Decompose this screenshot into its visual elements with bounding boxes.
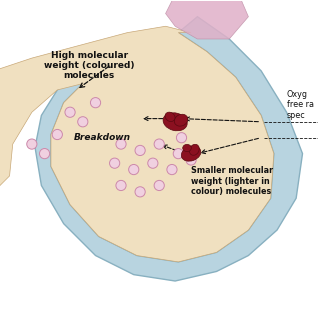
- Circle shape: [135, 145, 145, 156]
- Ellipse shape: [189, 144, 199, 155]
- Ellipse shape: [174, 114, 188, 126]
- Ellipse shape: [181, 146, 201, 161]
- Polygon shape: [165, 0, 248, 39]
- Circle shape: [173, 148, 183, 159]
- Circle shape: [154, 139, 164, 149]
- Ellipse shape: [163, 113, 187, 131]
- Text: High molecular
weight (coloured)
molecules: High molecular weight (coloured) molecul…: [44, 51, 134, 80]
- Polygon shape: [0, 26, 274, 262]
- Text: Smaller molecular
weight (lighter in
colour) molecules: Smaller molecular weight (lighter in col…: [191, 166, 273, 196]
- Polygon shape: [35, 17, 302, 281]
- Circle shape: [154, 180, 164, 191]
- Circle shape: [167, 164, 177, 175]
- Ellipse shape: [165, 112, 175, 122]
- Circle shape: [109, 158, 120, 168]
- Text: Oxyg
free ra
spec: Oxyg free ra spec: [287, 90, 314, 120]
- Circle shape: [52, 129, 62, 140]
- Ellipse shape: [183, 144, 191, 152]
- Circle shape: [78, 117, 88, 127]
- Circle shape: [91, 98, 100, 108]
- Circle shape: [148, 158, 158, 168]
- Circle shape: [27, 139, 37, 149]
- Circle shape: [135, 187, 145, 197]
- Circle shape: [116, 139, 126, 149]
- Circle shape: [176, 132, 187, 143]
- Circle shape: [116, 180, 126, 191]
- Circle shape: [39, 148, 50, 159]
- Circle shape: [129, 164, 139, 175]
- Circle shape: [65, 107, 75, 117]
- Circle shape: [186, 155, 196, 165]
- Text: Breakdown: Breakdown: [73, 133, 131, 142]
